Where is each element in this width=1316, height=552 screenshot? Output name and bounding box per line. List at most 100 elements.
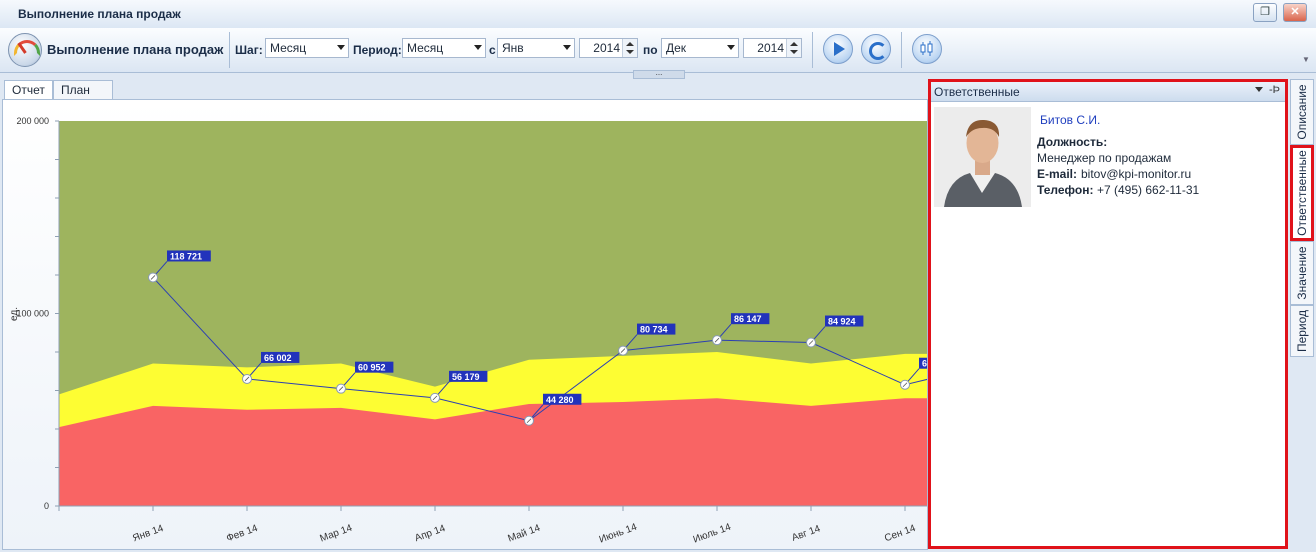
restore-icon[interactable]: ❐ [1253,3,1277,22]
panel-title: Ответственные [934,85,1020,99]
spin-arrows-icon[interactable] [622,39,637,57]
data-point-mark [432,395,438,401]
to-label: по [643,43,658,57]
panel-menu-icon[interactable] [1255,87,1263,92]
data-label-box [919,357,927,369]
toolbar-separator [901,32,902,68]
period-select[interactable]: Месяц [402,38,486,58]
data-label-box [355,361,394,373]
data-label: 63 [922,359,928,369]
chart-settings-button[interactable] [912,34,942,64]
toolbar: Выполнение плана продаж Шаг: Месяц Перио… [0,28,1316,73]
run-button[interactable] [823,34,853,64]
position-value: Менеджер по продажам [1037,151,1172,165]
data-point-mark [338,386,344,391]
close-icon[interactable]: ✕ [1283,3,1307,22]
x-tick-label: Авг 14 [790,523,822,544]
panel-header: Ответственные -Þ [931,82,1285,102]
data-point-mark [808,340,814,345]
toolbar-scroll-icon[interactable]: ▼ [1302,55,1310,64]
data-label-box [731,313,770,325]
candlestick-icon [920,41,933,56]
email-label: E-mail: [1037,167,1078,181]
data-point-mark [620,348,626,353]
to-year-value: 2014 [757,41,784,55]
dashboard-gauge-icon [8,33,42,67]
data-label: 118 721 [170,251,202,261]
series-line [152,277,927,422]
from-month-select[interactable]: Янв [497,38,575,58]
person-photo-icon [934,107,1031,207]
y-tick-label: 0 [44,501,49,511]
toolbar-separator [229,32,230,68]
chart-area: 200 000 100 000 0 ед. Янв 14 Фев 14 Мар 14 Апр … [2,99,928,550]
chevron-down-icon [563,45,571,50]
pin-icon[interactable]: -Þ [1269,84,1280,96]
step-label: Шаг: [235,43,263,57]
data-label-box [449,370,488,382]
tab-label: Отчет [12,83,45,97]
x-tick-label: Фев 14 [225,523,260,545]
x-tick-label: Апр 14 [413,523,447,544]
refresh-button[interactable] [861,34,891,64]
period-label: Период: [353,43,402,57]
data-label-box [261,351,300,363]
person-name[interactable]: Битов С.И. [1040,113,1101,127]
data-label-box [543,393,582,405]
chevron-down-icon [727,45,735,50]
from-label: с [489,43,496,57]
data-label: 86 147 [734,314,762,324]
spin-arrows-icon[interactable] [786,39,801,57]
side-tab-label: Описание [1295,84,1309,140]
step-value: Месяц [270,41,307,55]
chart-band [59,398,927,506]
x-tick-label: Мар 14 [319,523,355,545]
data-label-box [637,323,676,335]
app-title: Выполнение плана продаж [47,42,224,57]
email-value: bitov@kpi-monitor.ru [1081,167,1192,181]
side-tab-label: Значение [1295,246,1309,300]
tab-description[interactable]: Описание [1290,79,1314,145]
data-point-mark [902,382,908,388]
tab-period[interactable]: Период [1290,305,1314,357]
y-axis-label: ед. [9,307,20,321]
refresh-icon [869,42,887,60]
data-label: 60 952 [358,363,386,373]
window-title: Выполнение плана продаж [18,7,181,21]
data-label: 66 002 [264,353,292,363]
position-label: Должность: [1037,135,1108,149]
data-label-box [167,250,211,262]
to-year-stepper[interactable]: 2014 [743,38,802,58]
y-tick-label: 100 000 [16,309,49,319]
tab-report[interactable]: Отчет [4,80,53,99]
data-point-mark [714,337,720,343]
toolbar-gripper[interactable]: ... [633,69,685,79]
y-tick-label: 200 000 [16,116,49,126]
data-label: 56 179 [452,372,480,382]
phone-label: Телефон: [1037,183,1094,197]
tab-responsible[interactable]: Ответственные [1290,145,1314,241]
data-point-mark [150,275,156,280]
x-tick-label: Июль 14 [692,522,733,546]
phone-value: +7 (495) 662-11-31 [1097,183,1200,197]
data-label: 44 280 [546,395,574,405]
from-year-value: 2014 [593,41,620,55]
chart-svg: 200 000 100 000 0 ед. Янв 14 Фев 14 Мар 14 Апр … [9,116,928,546]
chevron-down-icon [337,45,345,50]
x-tick-label: Июнь 14 [598,522,639,546]
step-select[interactable]: Месяц [265,38,349,58]
side-tab-label: Период [1295,309,1309,353]
from-year-stepper[interactable]: 2014 [579,38,638,58]
tab-calc-plan[interactable]: План расчета [53,80,113,111]
avatar [934,107,1031,207]
to-month-select[interactable]: Дек [661,38,739,58]
data-label: 84 924 [828,317,856,327]
side-tabs: Описание Ответственные Значение Период [1290,79,1314,550]
responsible-panel: Ответственные -Þ Битов С.И. Должность: М… [928,79,1288,549]
data-point-mark [526,418,532,424]
from-month-value: Янв [502,41,524,55]
tab-value[interactable]: Значение [1290,241,1314,305]
toolbar-separator [812,32,813,68]
to-month-value: Дек [666,41,687,55]
window-titlebar: Выполнение плана продаж ❐ ✕ [0,0,1316,29]
